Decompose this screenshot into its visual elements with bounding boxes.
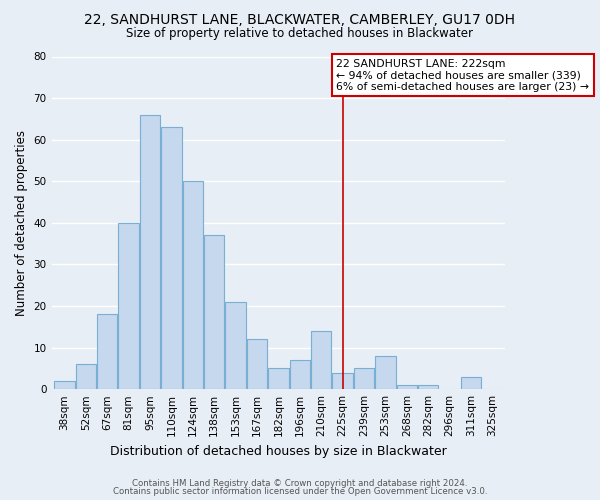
Bar: [97, 314, 118, 389]
Bar: [375, 356, 395, 389]
Bar: [182, 182, 203, 389]
Text: Size of property relative to detached houses in Blackwater: Size of property relative to detached ho…: [127, 28, 473, 40]
Bar: [118, 223, 139, 389]
Bar: [332, 372, 353, 389]
Bar: [161, 127, 182, 389]
Y-axis label: Number of detached properties: Number of detached properties: [15, 130, 28, 316]
X-axis label: Distribution of detached houses by size in Blackwater: Distribution of detached houses by size …: [110, 444, 447, 458]
Bar: [290, 360, 310, 389]
Bar: [461, 376, 481, 389]
Bar: [397, 385, 417, 389]
Bar: [54, 381, 74, 389]
Text: Contains HM Land Registry data © Crown copyright and database right 2024.: Contains HM Land Registry data © Crown c…: [132, 478, 468, 488]
Bar: [268, 368, 289, 389]
Bar: [354, 368, 374, 389]
Text: 22, SANDHURST LANE, BLACKWATER, CAMBERLEY, GU17 0DH: 22, SANDHURST LANE, BLACKWATER, CAMBERLE…: [85, 12, 515, 26]
Bar: [418, 385, 439, 389]
Bar: [140, 114, 160, 389]
Bar: [247, 340, 267, 389]
Text: Contains public sector information licensed under the Open Government Licence v3: Contains public sector information licen…: [113, 487, 487, 496]
Bar: [204, 236, 224, 389]
Text: 22 SANDHURST LANE: 222sqm
← 94% of detached houses are smaller (339)
6% of semi-: 22 SANDHURST LANE: 222sqm ← 94% of detac…: [336, 58, 589, 92]
Bar: [311, 331, 331, 389]
Bar: [226, 302, 246, 389]
Bar: [76, 364, 96, 389]
